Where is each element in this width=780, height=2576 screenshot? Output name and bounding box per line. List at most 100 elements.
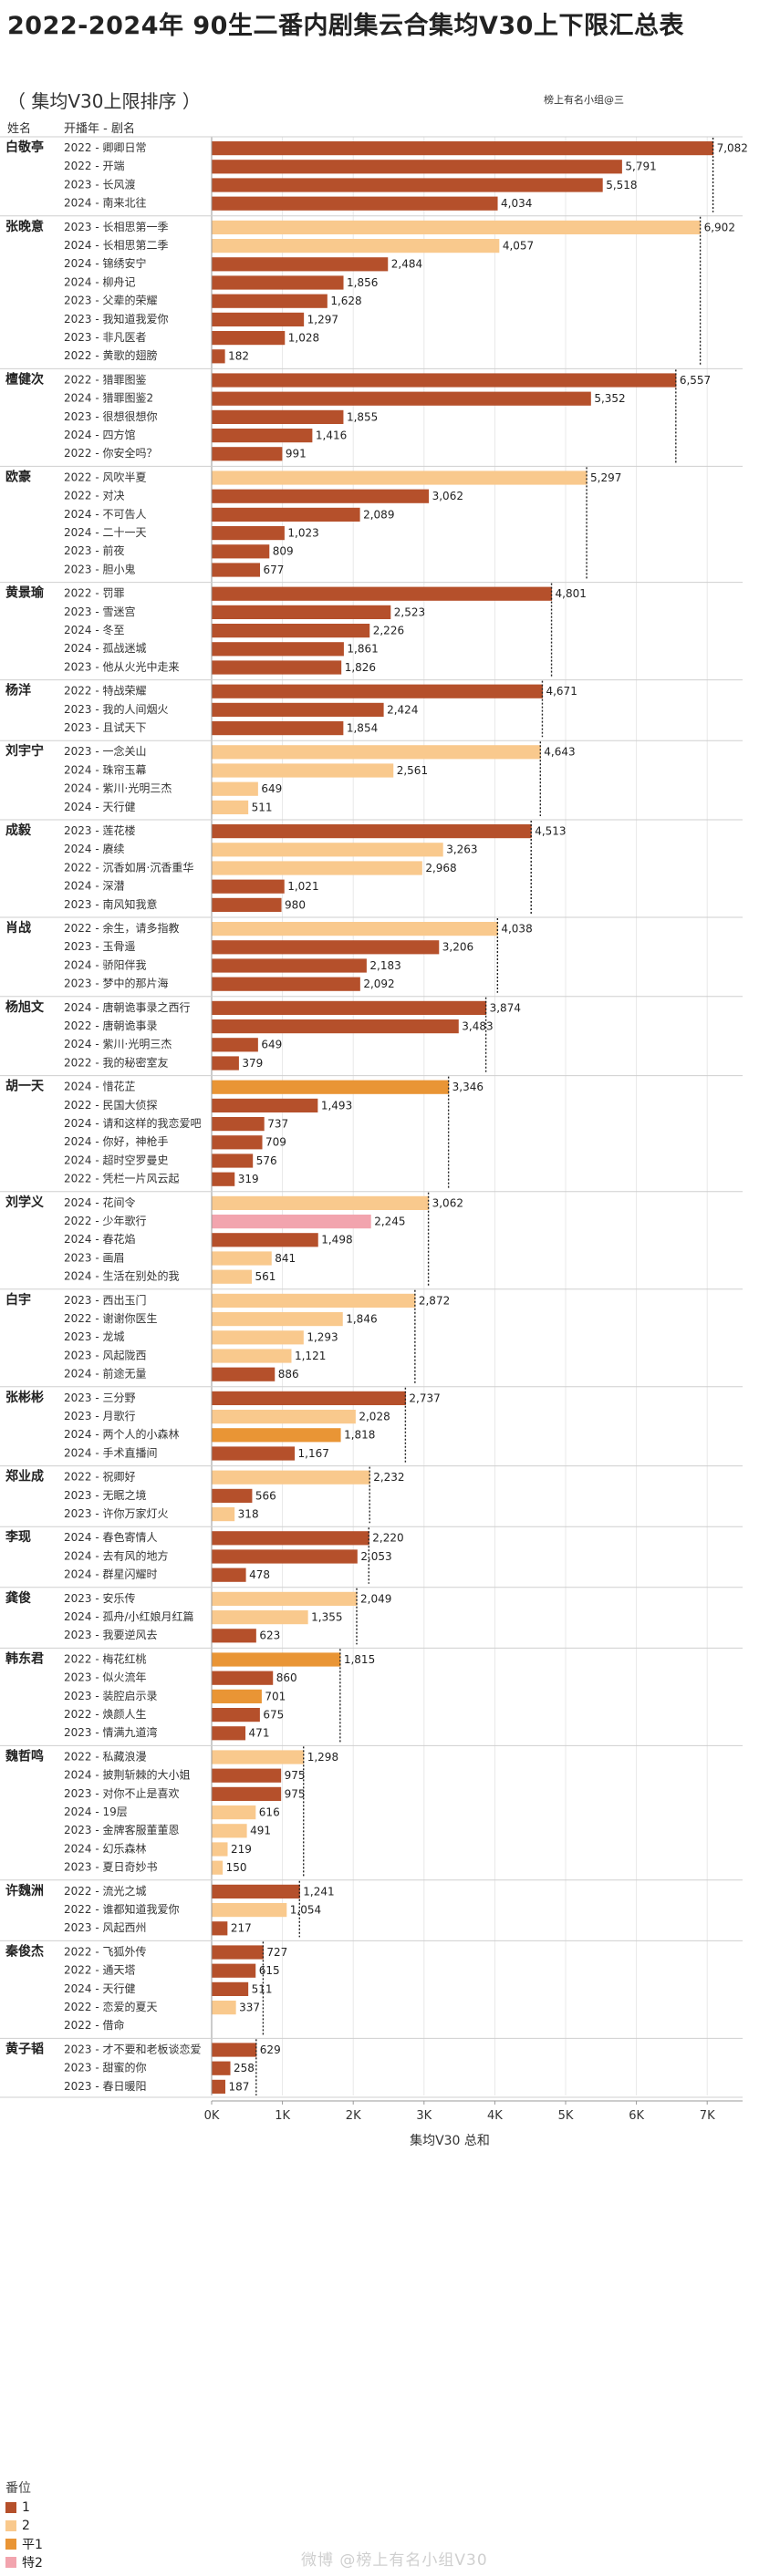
x-tick-label: 6K [629,2109,644,2123]
bar [212,2079,226,2094]
group-name: 刘宇宁 [5,743,44,759]
show-label: 2023 - 无眠之境 [64,1488,147,1502]
data-label: 150 [226,1861,247,1874]
bar [212,178,603,192]
data-label: 2,872 [419,1294,450,1307]
show-label: 2022 - 私藏浪漫 [64,1749,147,1763]
group-name: 杨洋 [5,683,31,698]
show-label: 2024 - 天行健 [64,1982,136,1995]
show-label: 2022 - 民国大侦探 [64,1099,158,1112]
show-label: 2022 - 风吹半夏 [64,471,147,483]
legend-swatch [5,2557,16,2568]
bar [212,507,360,522]
show-label: 2024 - 唐朝诡事录之西行 [64,1000,191,1014]
bar [212,1981,249,1996]
data-label: 2,028 [359,1411,390,1423]
data-label: 1,241 [303,1885,334,1898]
bar [212,1860,224,1875]
bar [212,977,360,991]
show-label: 2024 - 紫川·光明三杰 [64,1038,172,1050]
x-tick-label: 4K [487,2109,503,2123]
data-label: 677 [264,564,285,576]
data-label: 511 [252,1982,273,1995]
bar [212,1000,487,1015]
data-label: 2,089 [363,508,394,521]
show-label: 2023 - 许你万家灯火 [64,1506,169,1520]
bar [212,349,225,364]
show-label: 2023 - 三分野 [64,1391,136,1404]
legend-title: 番位 [5,2481,31,2496]
data-label: 379 [242,1057,263,1070]
legend-swatch [5,2502,16,2513]
group-name: 李现 [5,1529,31,1545]
show-label: 2024 - 去有风的地方 [64,1548,169,1562]
bar [212,1652,341,1667]
data-label: 566 [255,1489,276,1502]
data-label: 2,561 [397,764,428,777]
show-label: 2023 - 一念关山 [64,744,147,758]
bar [212,1098,318,1112]
legend-label: 特2 [22,2556,43,2571]
show-label: 2024 - 二十一天 [64,526,147,539]
bar [212,312,305,326]
data-label: 2,226 [373,625,404,637]
group-name: 龚俊 [5,1590,31,1606]
bar [212,1824,247,1838]
show-label: 2023 - 才不要和老板谈恋爱 [64,2042,202,2055]
show-label: 2023 - 长相思第一季 [64,221,169,233]
bar [212,429,313,443]
group-name: 檀健次 [5,371,44,387]
show-label: 2022 - 唐朝诡事录 [64,1019,158,1032]
data-label: 991 [286,448,307,460]
show-label: 2024 - 猎罪图鉴2 [64,392,153,405]
bar [212,1038,258,1052]
show-label: 2022 - 梅花红桃 [64,1651,147,1665]
bar [212,1154,254,1168]
data-label: 1,856 [347,276,378,289]
show-label: 2022 - 我的秘密室友 [64,1055,169,1069]
data-label: 1,815 [344,1653,375,1666]
bar [212,220,702,234]
x-axis-label: 集均V30 总和 [410,2133,490,2148]
bar [212,544,270,559]
bar [212,563,261,577]
data-label: 623 [259,1629,280,1642]
bar [212,1117,265,1132]
data-label: 1,826 [345,661,376,674]
data-label: 975 [285,1769,306,1782]
show-label: 2022 - 余生，请多指教 [64,921,180,935]
show-label: 2024 - 两个人的小森林 [64,1427,180,1441]
bar [212,1591,358,1606]
bar [212,1629,256,1643]
x-tick-label: 7K [700,2109,715,2123]
data-label: 6,902 [704,221,735,233]
data-label: 5,297 [590,471,621,484]
data-label: 737 [267,1118,288,1131]
bar [212,1903,287,1918]
bar [212,1080,450,1094]
data-label: 1,855 [347,410,378,423]
legend-label: 2 [22,2519,30,2533]
data-label: 4,513 [535,825,566,838]
show-label: 2022 - 借命 [64,2018,125,2032]
show-label: 2022 - 特战荣耀 [64,684,147,698]
chart-subtitle: （ 集均V30上限排序 ） [7,90,201,112]
bar [212,1330,304,1345]
legend-swatch [5,2539,16,2550]
data-label: 1,054 [290,1904,321,1917]
data-label: 478 [249,1568,270,1581]
show-label: 2023 - 梦中的那片海 [64,977,169,990]
data-label: 219 [231,1843,252,1856]
show-label: 2023 - 很想很想你 [64,409,158,423]
bar [212,1805,256,1820]
group-name: 郑业成 [5,1469,44,1485]
bar [212,958,367,973]
group-name: 魏哲鸣 [5,1748,44,1764]
show-label: 2023 - 风起西州 [64,1921,147,1934]
data-label: 701 [265,1690,286,1702]
data-label: 1,121 [295,1350,326,1362]
data-label: 3,263 [446,843,477,856]
legend-entry: 特2 [5,2553,43,2571]
bar [212,409,344,424]
data-label: 4,034 [501,197,532,210]
